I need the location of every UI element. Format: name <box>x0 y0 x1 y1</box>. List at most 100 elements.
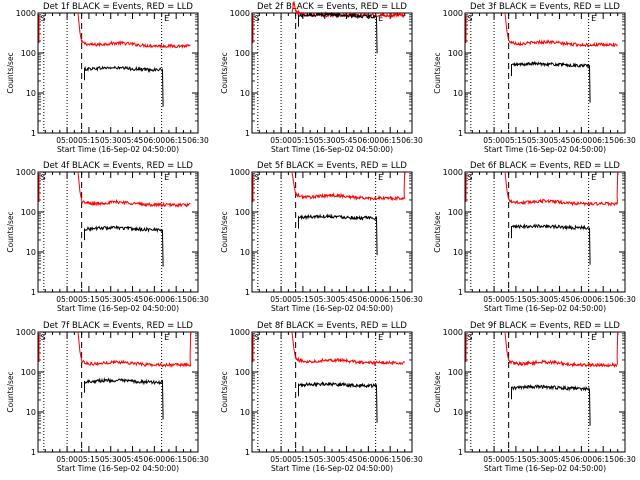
panel-1: Det 1f BLACK = Events, RED = LLD 1 10 100 10… <box>6 2 209 154</box>
x-tick-label: 06:00 <box>571 455 593 464</box>
x-tick-label: 05:30 <box>314 295 336 304</box>
y-axis-label: Counts/sec <box>6 211 15 252</box>
x-tick-label: 05:45 <box>336 136 358 145</box>
x-tick-label: 06:30 <box>614 136 636 145</box>
x-tick-label: 05:00 <box>270 136 292 145</box>
x-tick-label: 05:30 <box>527 136 549 145</box>
black-events-series-line <box>298 381 378 423</box>
x-tick-label: 06:30 <box>187 136 209 145</box>
panel-title: Det 9f BLACK = Events, RED = LLD <box>470 321 620 331</box>
x-tick-label: 06:15 <box>379 136 401 145</box>
x-axis-label: Start Time (16-Sep-02 04:50:00) <box>57 464 179 473</box>
x-axis-label: Start Time (16-Sep-02 04:50:00) <box>484 464 606 473</box>
start-marker-label: S <box>467 173 472 182</box>
start-marker-label: S <box>254 333 259 342</box>
panel-title: Det 4f BLACK = Events, RED = LLD <box>43 161 193 171</box>
x-tick-label: 05:15 <box>292 136 314 145</box>
plot-frame <box>464 12 626 134</box>
x-tick-label: 06:30 <box>614 455 636 464</box>
x-tick-label: 06:15 <box>165 136 187 145</box>
x-tick-label: 06:30 <box>614 295 636 304</box>
x-tick-label: 06:00 <box>571 136 593 145</box>
y-tick-label: 1 <box>31 129 36 138</box>
x-tick-label: 05:00 <box>56 455 78 464</box>
start-marker-label: S <box>254 14 259 23</box>
y-tick-label: 100 <box>235 49 250 58</box>
x-tick-label: 05:45 <box>122 295 144 304</box>
panel-4: Det 4f BLACK = Events, RED = LLD 1 10 100 10… <box>6 161 209 313</box>
x-tick-label: 06:00 <box>358 136 380 145</box>
y-axis-label: Counts/sec <box>6 371 15 412</box>
x-tick-label: 06:30 <box>401 455 423 464</box>
y-tick-label: 1000 <box>443 9 463 18</box>
x-tick-label: 05:45 <box>122 136 144 145</box>
x-tick-label: 05:00 <box>483 295 505 304</box>
x-tick-label: 06:30 <box>187 295 209 304</box>
x-tick-label: 06:00 <box>144 455 166 464</box>
y-axis-label: Counts/sec <box>433 371 442 412</box>
y-tick-label: 100 <box>21 368 36 377</box>
red-lld-series-line <box>77 12 191 50</box>
end-marker-label: E <box>164 333 169 342</box>
x-tick-label: 06:00 <box>144 295 166 304</box>
x-tick-label: 06:15 <box>165 295 187 304</box>
panel-title: Det 5f BLACK = Events, RED = LLD <box>257 161 407 171</box>
x-tick-label: 05:30 <box>314 136 336 145</box>
x-tick-label: 05:45 <box>122 455 144 464</box>
panel-6: Det 6f BLACK = Events, RED = LLD 1 10 100 10… <box>433 161 636 313</box>
black-events-series-line <box>84 377 164 420</box>
start-marker-label: S <box>40 173 45 182</box>
x-tick-label: 06:15 <box>379 295 401 304</box>
x-tick-label: 05:15 <box>505 455 527 464</box>
x-axis-label: Start Time (16-Sep-02 04:50:00) <box>484 304 606 313</box>
x-tick-label: 05:45 <box>336 455 358 464</box>
start-marker-label: S <box>40 14 45 23</box>
x-tick-label: 06:00 <box>358 455 380 464</box>
x-tick-label: 05:00 <box>56 295 78 304</box>
black-events-series-line <box>511 383 591 426</box>
plot-frame <box>37 12 199 134</box>
x-tick-label: 05:15 <box>78 136 100 145</box>
y-axis-label: Counts/sec <box>220 371 229 412</box>
end-marker-label: E <box>378 333 383 342</box>
x-tick-label: 05:15 <box>505 295 527 304</box>
red-lld-series-line <box>291 171 406 202</box>
plot-frame <box>464 331 626 453</box>
x-tick-label: 05:30 <box>100 136 122 145</box>
y-tick-label: 10 <box>453 408 463 417</box>
y-tick-label: 1 <box>245 129 250 138</box>
x-tick-label: 05:45 <box>549 136 571 145</box>
y-axis-label: Counts/sec <box>433 52 442 93</box>
y-tick-label: 100 <box>448 49 463 58</box>
y-tick-label: 1000 <box>443 328 463 337</box>
y-tick-label: 1000 <box>230 9 250 18</box>
x-tick-label: 05:30 <box>100 295 122 304</box>
end-marker-label: E <box>378 173 383 182</box>
red-lld-series-line <box>504 12 618 48</box>
y-tick-label: 1 <box>458 129 463 138</box>
y-tick-label: 1000 <box>16 9 36 18</box>
black-events-series-line <box>84 65 164 107</box>
x-tick-label: 06:00 <box>358 295 380 304</box>
y-tick-label: 1 <box>458 448 463 457</box>
y-tick-label: 10 <box>26 248 36 257</box>
y-tick-label: 10 <box>26 89 36 98</box>
x-tick-label: 05:30 <box>527 455 549 464</box>
end-marker-label: E <box>591 333 596 342</box>
y-tick-label: 1000 <box>443 168 463 177</box>
panel-title: Det 6f BLACK = Events, RED = LLD <box>470 161 620 171</box>
y-axis-label: Counts/sec <box>220 52 229 93</box>
x-tick-label: 06:15 <box>592 295 614 304</box>
panel-2: Det 2f BLACK = Events, RED = LLD 1 10 100 10… <box>220 1 423 154</box>
black-events-series-line <box>84 224 164 267</box>
panel-title: Det 7f BLACK = Events, RED = LLD <box>43 321 193 331</box>
y-tick-label: 1 <box>458 288 463 297</box>
plot-frame <box>37 171 199 293</box>
black-events-series-line <box>298 213 378 256</box>
x-tick-label: 05:00 <box>270 295 292 304</box>
x-tick-label: 06:15 <box>592 455 614 464</box>
end-marker-label: E <box>591 173 596 182</box>
x-tick-label: 05:00 <box>483 455 505 464</box>
y-tick-label: 1000 <box>16 328 36 337</box>
